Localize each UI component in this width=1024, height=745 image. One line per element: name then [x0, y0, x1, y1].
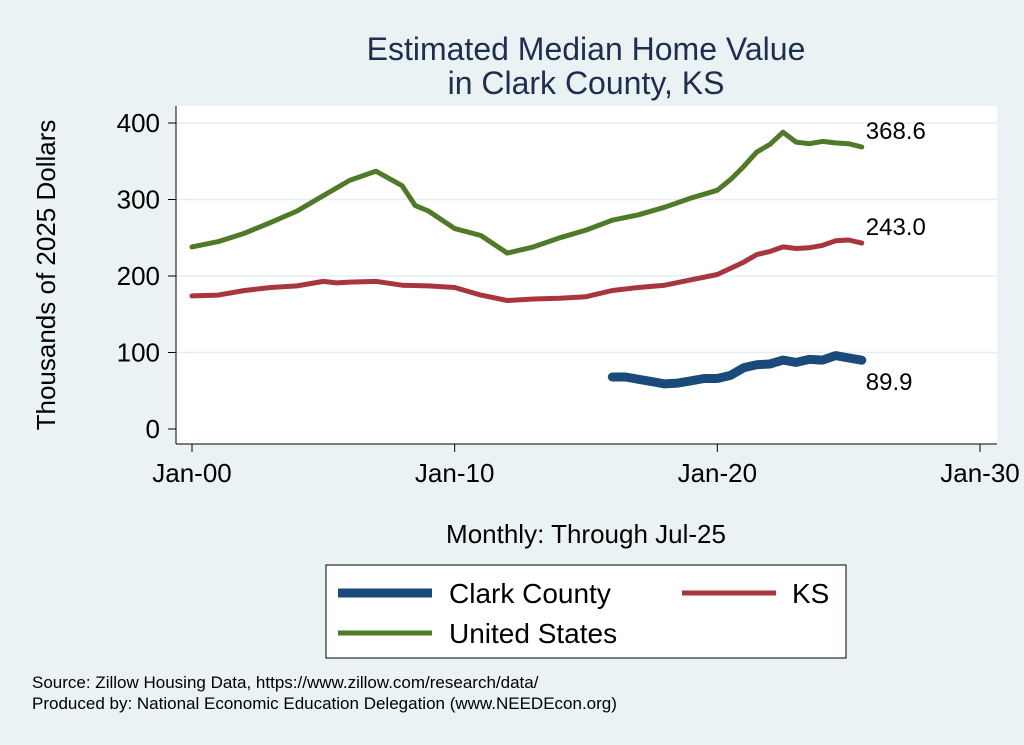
y-tick-label: 200 — [117, 261, 160, 291]
y-tick-label: 300 — [117, 185, 160, 215]
x-tick-label: Jan-00 — [152, 458, 232, 488]
legend-label-clark-county: Clark County — [449, 578, 611, 609]
legend-label-ks: KS — [792, 578, 829, 609]
x-tick-label: Jan-20 — [678, 458, 758, 488]
x-axis: Jan-00 Jan-10 Jan-20 Jan-30 — [152, 444, 1020, 488]
series-line-united-states — [189, 129, 865, 256]
x-tick-label: Jan-10 — [415, 458, 495, 488]
legend: Clark County KS United States — [325, 564, 847, 659]
y-tick-label: 0 — [146, 414, 160, 444]
series-line-ks — [189, 237, 865, 303]
source-line: Source: Zillow Housing Data, https://www… — [32, 673, 539, 692]
end-label-clark-county: 89.9 — [866, 369, 913, 396]
end-labels: 368.6 243.0 89.9 — [866, 118, 926, 396]
series-lines — [189, 129, 867, 389]
x-axis-label: Monthly: Through Jul-25 — [446, 519, 726, 549]
plot-area — [176, 106, 997, 444]
legend-label-united-states: United States — [449, 618, 617, 649]
end-label-united-states: 368.6 — [866, 118, 926, 145]
grid-lines — [176, 122, 997, 354]
chart-title-line1: Estimated Median Home Value — [367, 31, 806, 67]
x-tick-label: Jan-30 — [940, 458, 1020, 488]
y-tick-label: 400 — [117, 108, 160, 138]
y-axis: 0 100 200 300 400 — [117, 108, 176, 444]
end-label-ks: 243.0 — [866, 214, 926, 241]
producer-line: Produced by: National Economic Education… — [32, 694, 617, 713]
chart-title-line2: in Clark County, KS — [448, 65, 725, 101]
y-tick-label: 100 — [117, 338, 160, 368]
legend-box — [325, 564, 847, 659]
y-axis-label: Thousands of 2025 Dollars — [31, 120, 61, 431]
series-line-clark-county — [607, 351, 867, 389]
